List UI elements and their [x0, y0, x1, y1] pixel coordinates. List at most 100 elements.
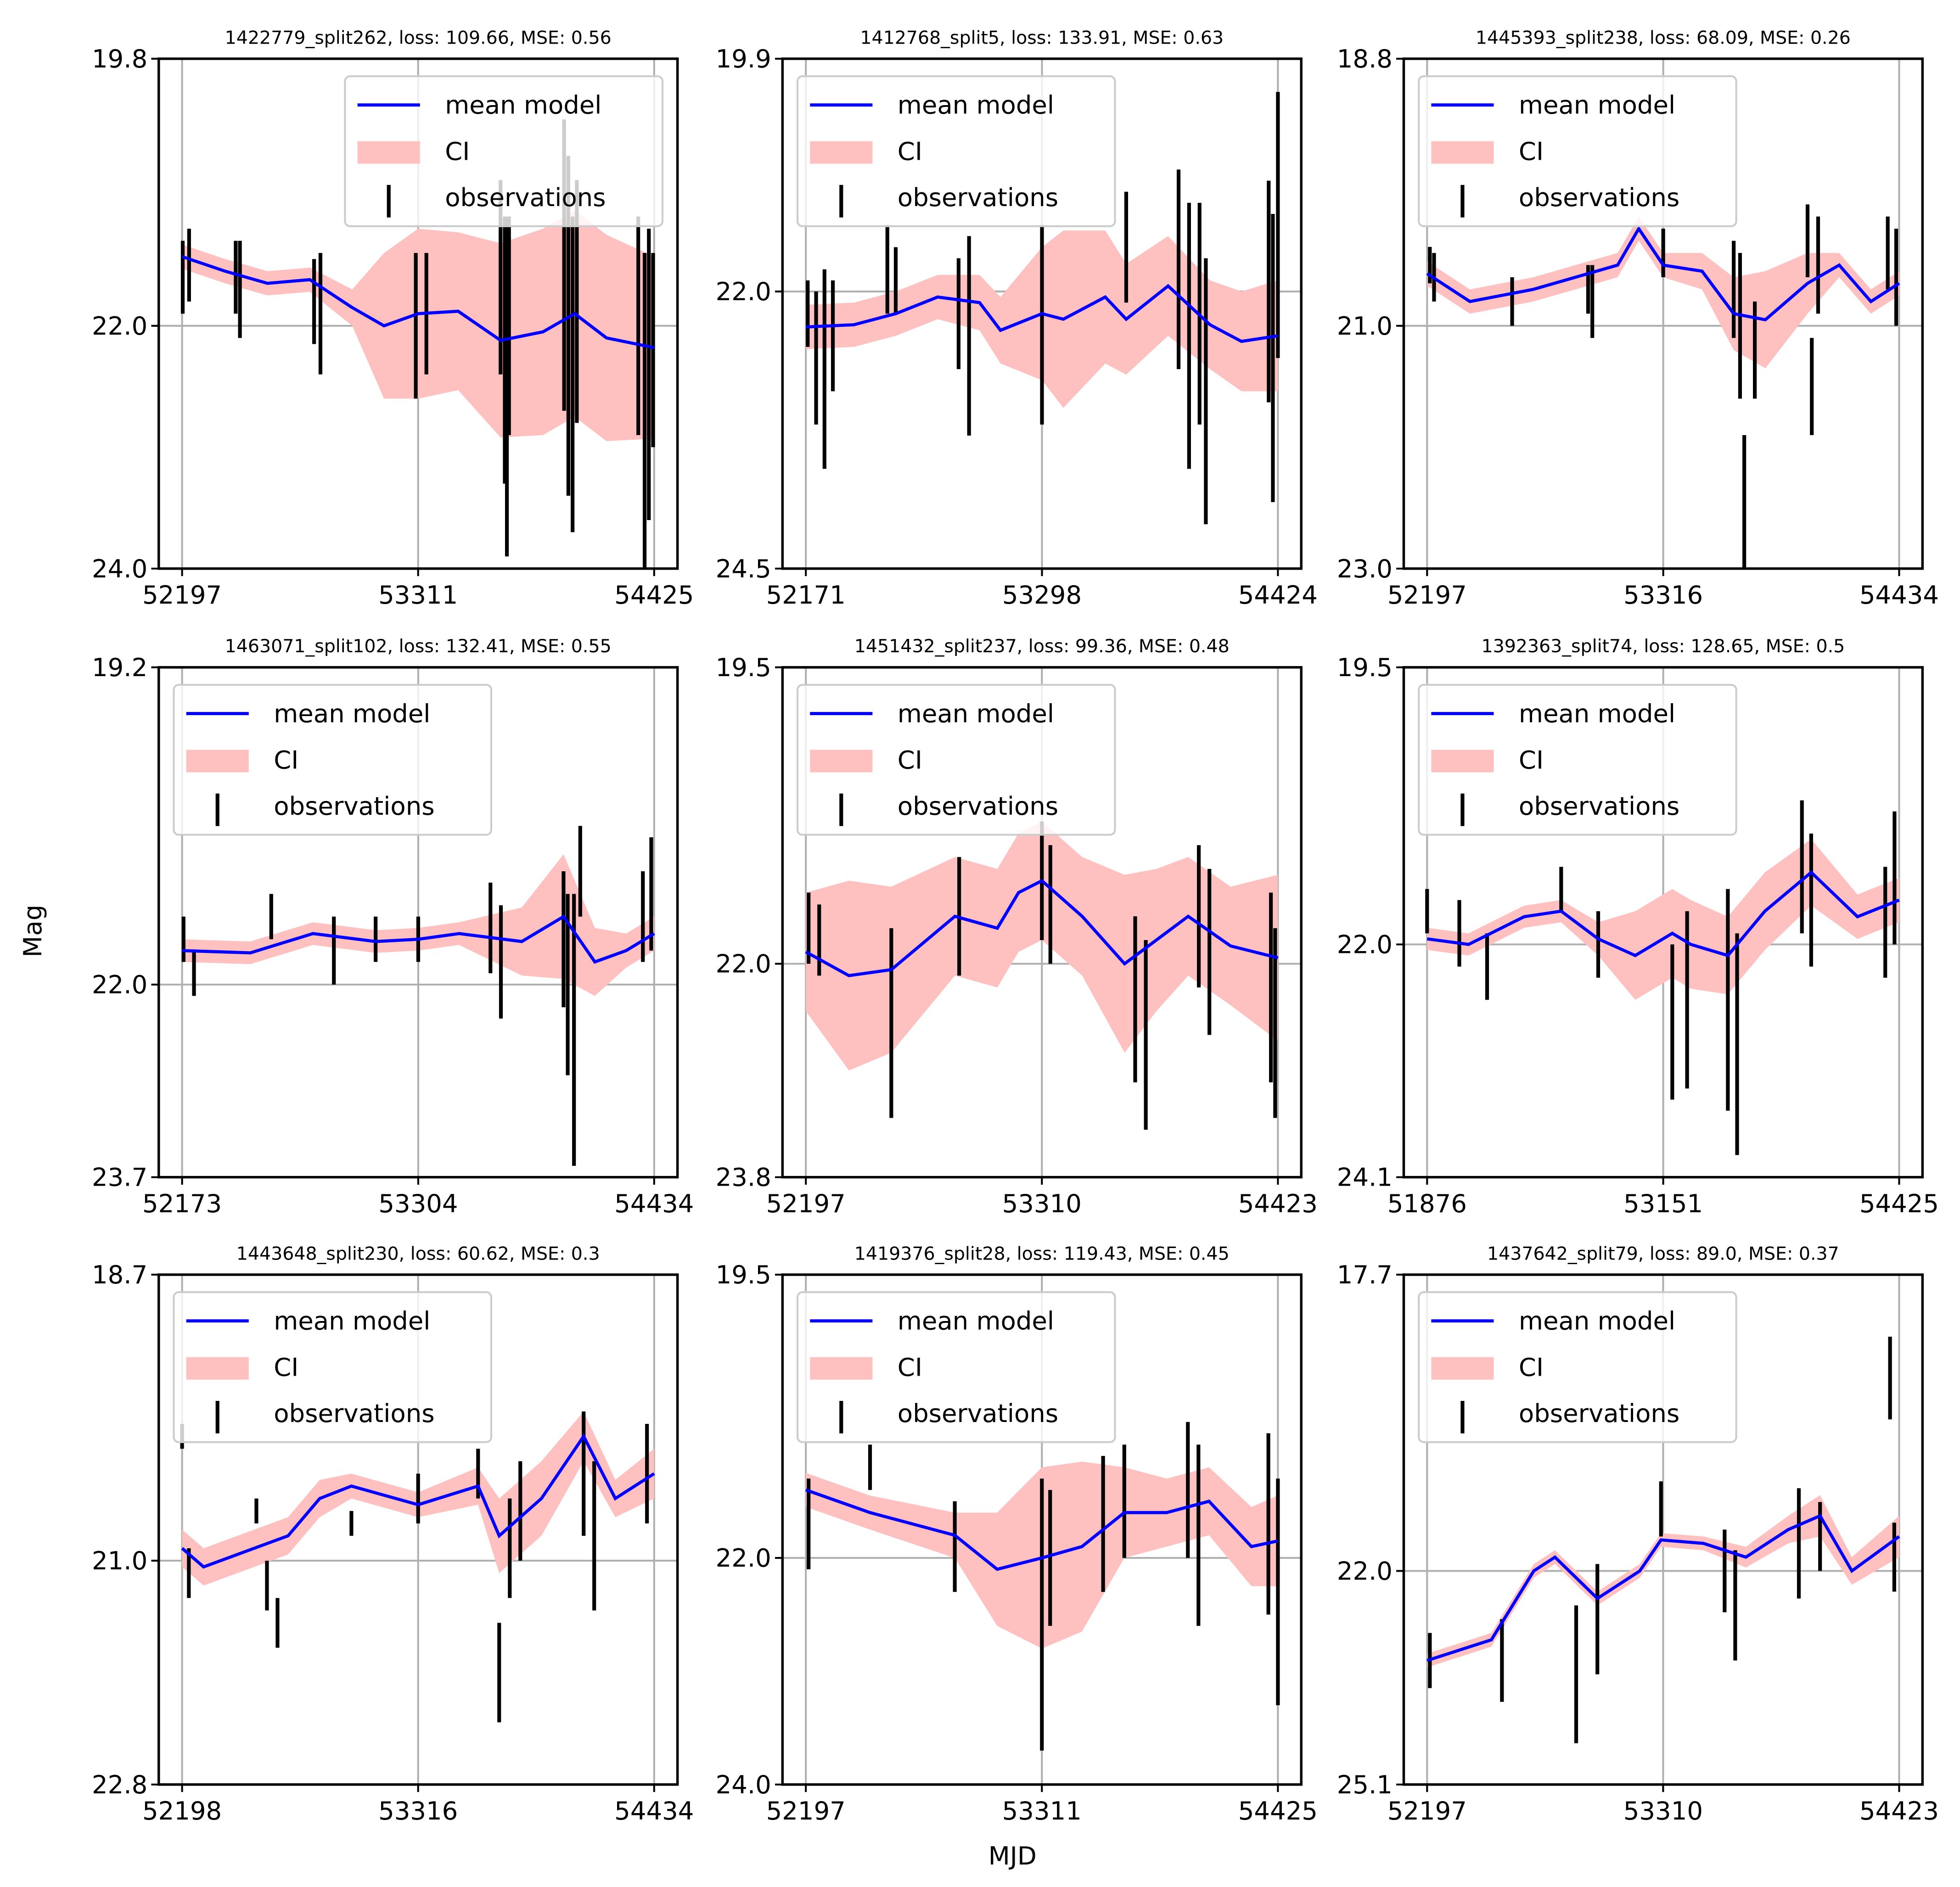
x-tick-label: 54423 — [1238, 1189, 1318, 1218]
legend-label: mean model — [898, 90, 1054, 120]
plot-area — [1425, 800, 1900, 1155]
x-tick-label: 53151 — [1623, 1189, 1703, 1218]
legend-box — [344, 75, 664, 227]
legend: mean model CI observations — [796, 683, 1116, 836]
plot-area — [805, 821, 1279, 1130]
x-tick-label: 53304 — [378, 1189, 458, 1218]
ci-band — [1427, 839, 1899, 1000]
mean-model-line — [1426, 870, 1900, 957]
y-tick-label: 19.5 — [716, 653, 771, 682]
legend-label: CI — [274, 745, 298, 774]
legend: mean model CI observations — [173, 1291, 493, 1443]
plot-area — [805, 1422, 1280, 1751]
mean-model-line — [805, 879, 1279, 977]
y-tick-label: 22.0 — [716, 1543, 771, 1573]
y-tick-label: 18.7 — [92, 1260, 147, 1289]
mean-model-line — [1426, 1514, 1900, 1662]
y-tick-label: 24.0 — [716, 1770, 771, 1799]
x-tick-label: 52171 — [766, 580, 846, 610]
y-tick-label: 23.7 — [92, 1163, 147, 1192]
y-tick-label: 22.0 — [716, 277, 771, 306]
legend-label: observations — [1519, 1399, 1679, 1428]
x-tick-label: 53316 — [1623, 580, 1703, 610]
subplot-1: 52197 53311 54425 19.8 22.0 24.0 1422779_split… — [92, 27, 694, 610]
x-tick-label: 54434 — [614, 1189, 694, 1218]
legend-label: observations — [274, 1399, 434, 1428]
legend-label: CI — [898, 745, 922, 774]
legend-label: mean model — [1519, 1306, 1675, 1336]
legend-label: observations — [445, 183, 606, 212]
legend-box — [1418, 75, 1737, 227]
legend-box — [173, 683, 493, 836]
y-tick-label: 19.2 — [92, 653, 147, 682]
legend-label: mean model — [274, 699, 430, 728]
legend-patch-icon — [1431, 1357, 1494, 1380]
mean-model-line — [182, 914, 655, 964]
plot-area — [180, 1411, 655, 1723]
legend-box — [1418, 683, 1737, 836]
ci-band — [182, 854, 654, 996]
ci-band — [182, 210, 654, 442]
legend: mean model CI observations — [796, 1291, 1116, 1443]
x-tick-label: 54424 — [1238, 580, 1318, 610]
mean-model-line — [181, 255, 655, 349]
legend: mean model CI observations — [344, 75, 664, 227]
ci-band — [1427, 216, 1899, 369]
x-tick-label: 53310 — [1623, 1796, 1703, 1825]
x-tick-label: 52173 — [142, 1189, 222, 1218]
legend-label: mean model — [1519, 90, 1675, 120]
y-tick-label: 22.0 — [1337, 1556, 1393, 1585]
legend-patch-icon — [186, 1357, 249, 1380]
legend-label: CI — [1519, 1352, 1544, 1382]
legend-label: mean model — [898, 1306, 1054, 1336]
subplot-title: 1451432_split237, loss: 99.36, MSE: 0.48 — [854, 636, 1230, 657]
legend-label: mean model — [274, 1306, 430, 1336]
legend-box — [173, 1291, 493, 1443]
legend-label: observations — [898, 183, 1058, 212]
y-tick-label: 21.0 — [1337, 311, 1393, 341]
x-tick-label: 54423 — [1859, 1796, 1939, 1825]
legend-patch-icon — [1431, 141, 1494, 164]
plot-area — [1426, 1337, 1900, 1743]
y-tick-label: 22.8 — [92, 1770, 147, 1799]
y-tick-label: 22.0 — [92, 311, 147, 341]
subplot-title: 1443648_split230, loss: 60.62, MSE: 0.3 — [236, 1243, 600, 1264]
x-tick-label: 53310 — [1002, 1189, 1082, 1218]
legend-label: CI — [898, 136, 922, 166]
y-tick-label: 21.0 — [92, 1546, 147, 1575]
legend-label: mean model — [898, 699, 1054, 728]
y-tick-label: 19.5 — [1337, 653, 1393, 682]
plot-area — [806, 92, 1280, 525]
legend: mean model CI observations — [1418, 683, 1737, 836]
subplot-title: 1392363_split74, loss: 128.65, MSE: 0.5 — [1481, 636, 1845, 657]
y-tick-label: 22.0 — [716, 949, 771, 979]
subplot-5: 52197 53310 54423 19.5 22.0 23.8 1451432_split… — [716, 636, 1318, 1218]
y-tick-label: 24.1 — [1337, 1163, 1393, 1192]
y-tick-label: 19.9 — [716, 44, 771, 73]
legend-label: mean model — [1519, 699, 1675, 728]
x-tick-label: 54425 — [1859, 1189, 1939, 1218]
subplot-title: 1412768_split5, loss: 133.91, MSE: 0.63 — [860, 27, 1224, 48]
y-tick-label: 23.0 — [1337, 554, 1393, 583]
y-tick-label: 19.5 — [716, 1260, 771, 1289]
x-tick-label: 53316 — [378, 1796, 458, 1825]
subplot-7: 52198 53316 54434 18.7 21.0 22.8 1443648_split… — [92, 1243, 694, 1825]
legend-box — [796, 1291, 1116, 1443]
x-tick-label: 54425 — [1238, 1796, 1318, 1825]
legend-label: CI — [445, 136, 470, 166]
subplot-title: 1437642_split79, loss: 89.0, MSE: 0.37 — [1487, 1243, 1839, 1264]
legend-patch-icon — [810, 750, 873, 773]
subplot-title: 1422779_split262, loss: 109.66, MSE: 0.5… — [225, 27, 612, 48]
legend-label: mean model — [445, 90, 601, 120]
legend-box — [1418, 1291, 1737, 1443]
legend: mean model CI observations — [796, 75, 1116, 227]
mean-model-line — [805, 1488, 1279, 1571]
legend-label: CI — [1519, 745, 1544, 774]
subplot-9: 52197 53310 54423 17.7 22.0 25.1 1437642_split… — [1337, 1243, 1939, 1825]
x-tick-label: 52197 — [1387, 580, 1467, 610]
legend-label: observations — [274, 791, 434, 821]
legend-patch-icon — [357, 141, 420, 164]
y-tick-label: 22.0 — [1337, 930, 1393, 959]
subplot-title: 1419376_split28, loss: 119.43, MSE: 0.45 — [854, 1243, 1230, 1264]
y-tick-label: 25.1 — [1337, 1770, 1393, 1799]
